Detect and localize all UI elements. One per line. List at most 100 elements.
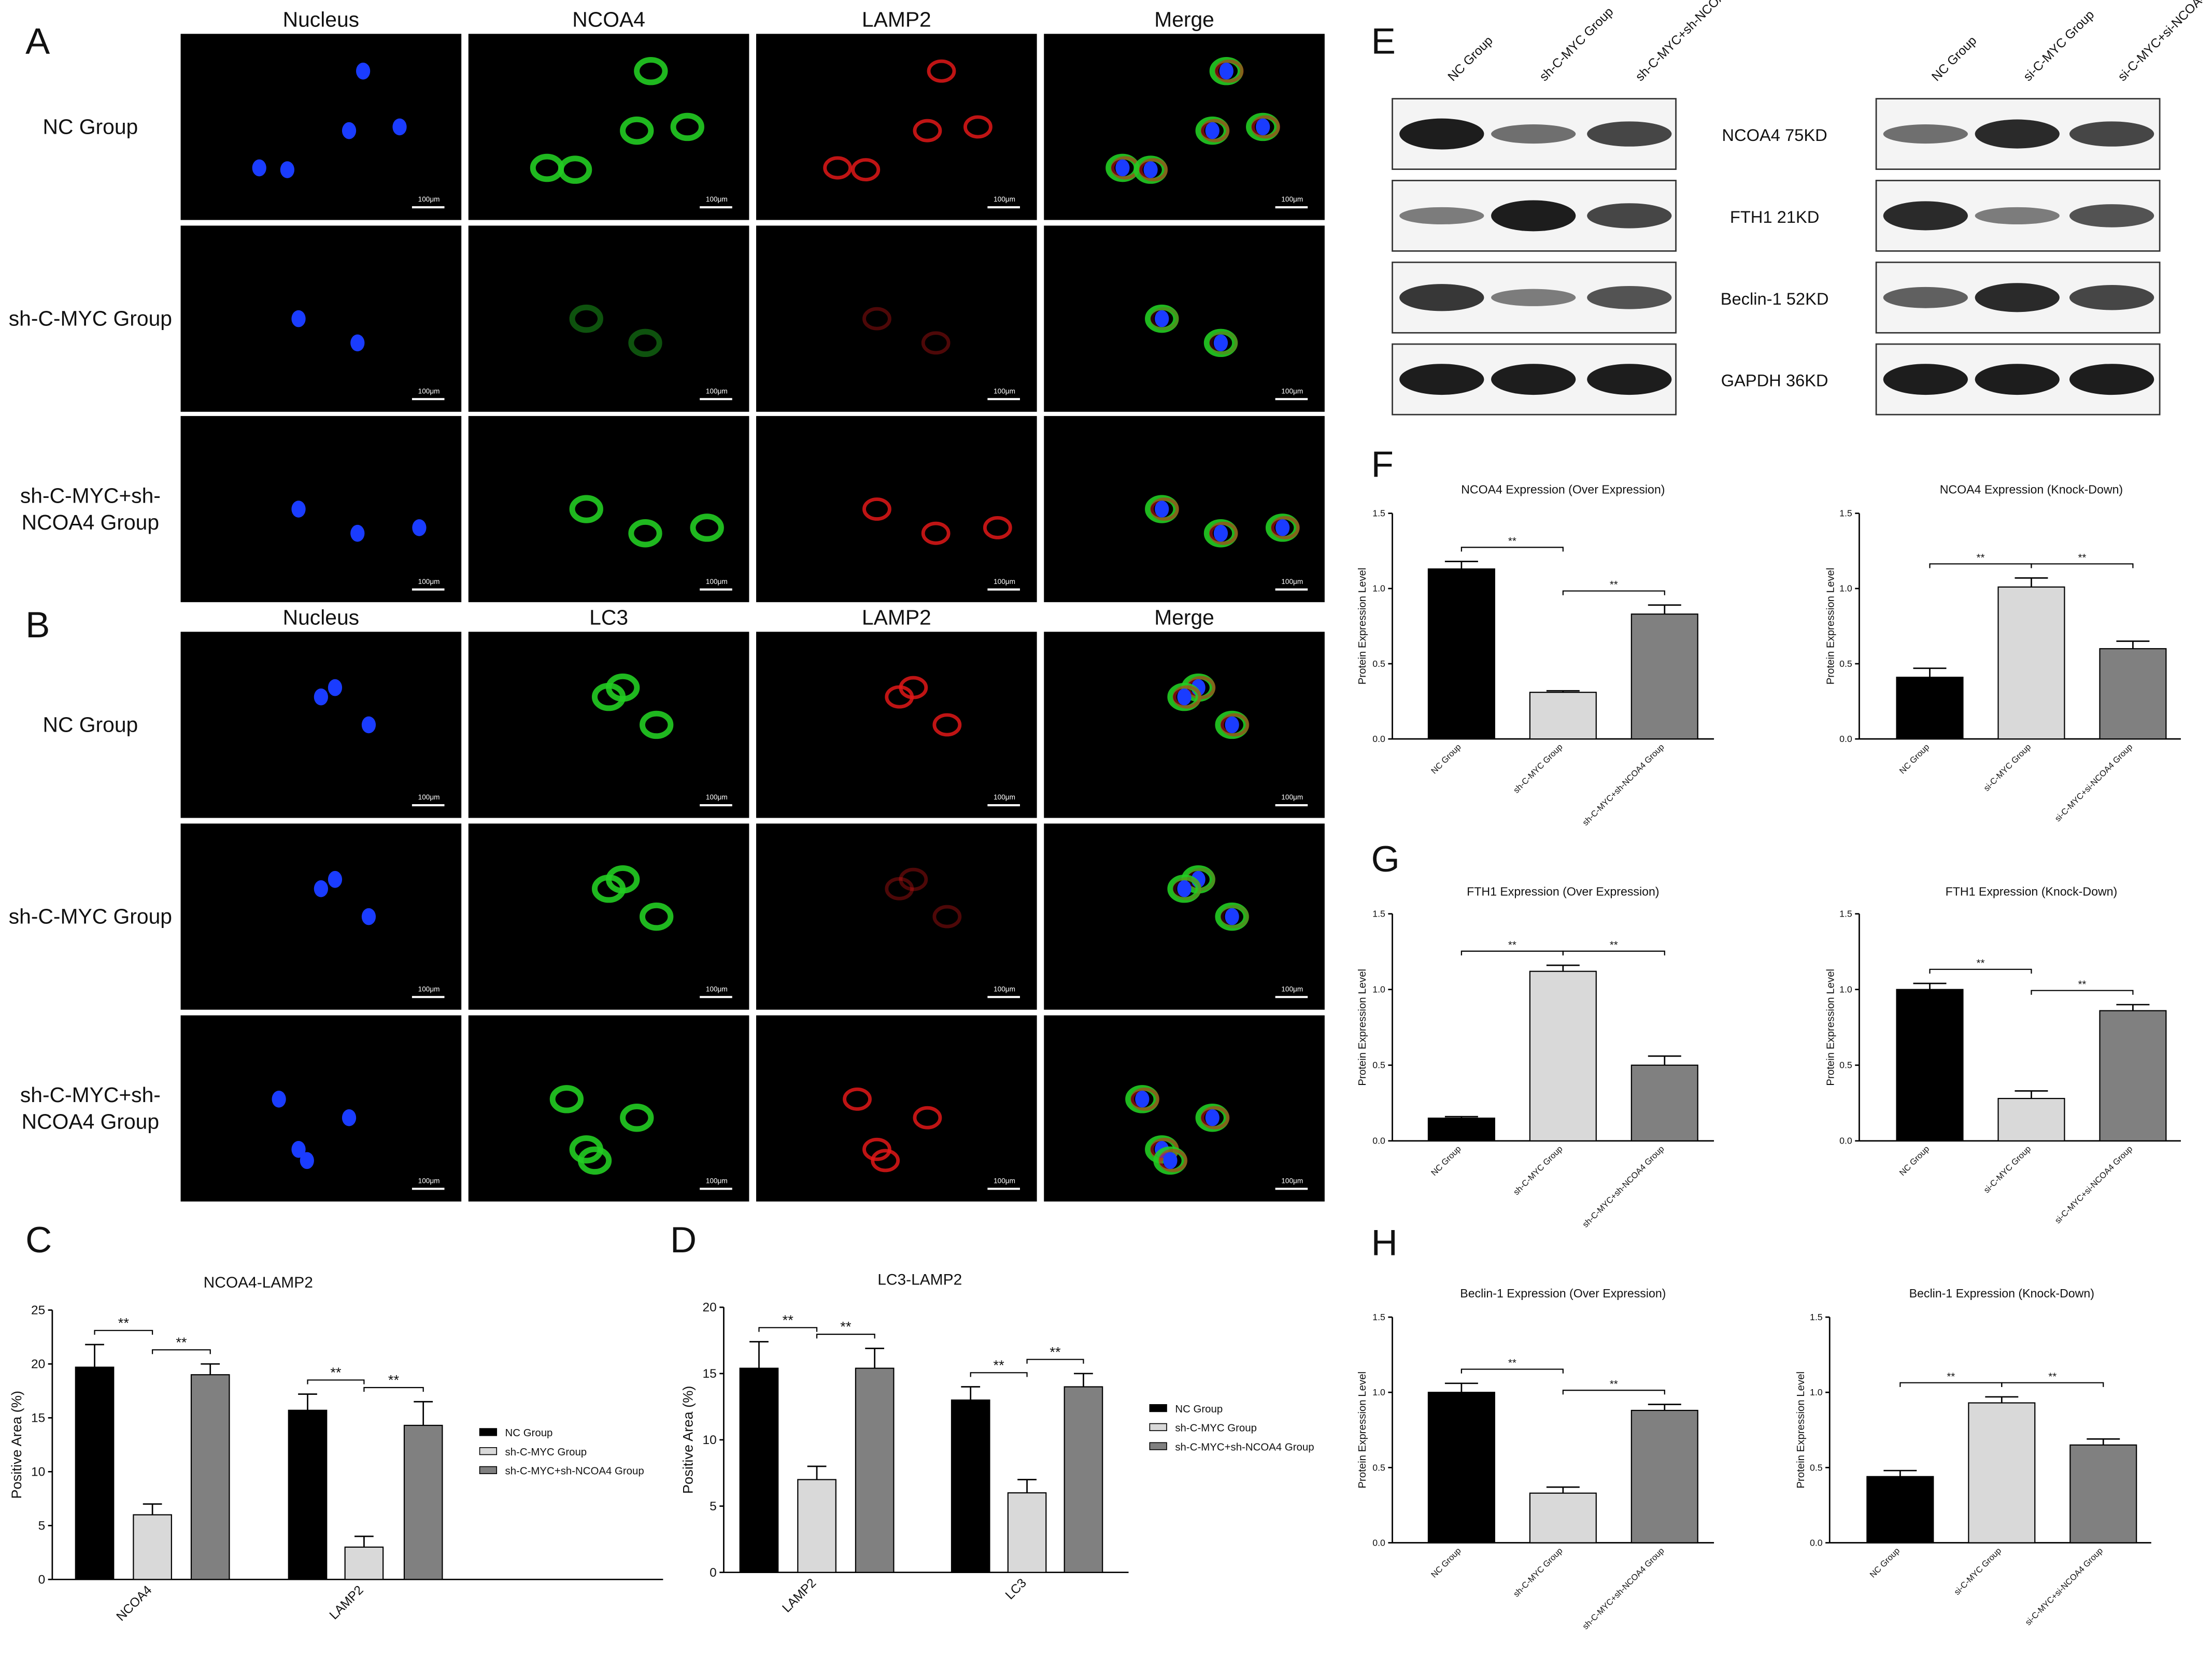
nucleus — [1225, 908, 1239, 925]
micrograph — [180, 632, 462, 818]
significance-label: ** — [1610, 939, 1618, 951]
micrograph — [756, 823, 1037, 1010]
y-tick-label: 5 — [710, 1499, 717, 1513]
error-bar — [85, 1344, 104, 1367]
y-tick-label: 1.5 — [1810, 1312, 1823, 1322]
error-bar — [1546, 1486, 1580, 1493]
y-tick-label: 0.0 — [1839, 1136, 1852, 1146]
y-axis-label: Positive Area (%) — [8, 1391, 24, 1499]
error-bar — [298, 1393, 317, 1410]
scale-bar-label: 100μm — [418, 793, 440, 801]
y-tick-label: 1.5 — [1839, 909, 1852, 919]
error-bar — [1985, 1396, 2019, 1403]
x-tick-label: NC Group — [1429, 742, 1463, 776]
blot-band — [1399, 207, 1484, 225]
column-header: Nucleus — [283, 8, 359, 32]
nucleus — [314, 688, 328, 706]
blot-band — [1883, 201, 1968, 231]
significance-bracket — [94, 1330, 153, 1335]
significance-label: ** — [2048, 1371, 2057, 1382]
scale-bar-label: 100μm — [1281, 387, 1303, 395]
chart-title: NCOA4 Expression (Over Expression) — [1461, 483, 1665, 496]
nucleus — [291, 310, 306, 327]
scale-bar-label: 100μm — [1281, 578, 1303, 585]
cell-red — [1220, 905, 1250, 929]
micrograph — [1044, 225, 1325, 412]
nucleus — [342, 1109, 357, 1126]
nucleus — [1155, 310, 1169, 327]
blot-band — [1587, 364, 1672, 395]
nucleus — [350, 524, 365, 542]
micrograph — [180, 225, 462, 412]
error-bar — [1883, 1469, 1917, 1477]
nucleus — [1275, 519, 1290, 536]
cell-red — [843, 1087, 872, 1111]
bar — [855, 1367, 895, 1573]
lane-label: NC Group — [1929, 34, 1979, 84]
cell-red — [927, 59, 956, 83]
bar — [1427, 1117, 1495, 1141]
significance-label: ** — [1947, 1371, 1955, 1382]
significance-label: ** — [1050, 1344, 1061, 1360]
chart-title: NCOA4 Expression (Knock-Down) — [1940, 483, 2123, 496]
cell-green — [577, 1146, 612, 1175]
significance-label: ** — [2078, 552, 2086, 564]
x-tick-label: LC3 — [1003, 1576, 1029, 1603]
scale-bar-label: 100μm — [418, 985, 440, 993]
cell-green — [1203, 328, 1238, 358]
row-label: NCOA4 Group — [22, 510, 159, 534]
significance-label: ** — [176, 1334, 187, 1350]
y-tick-label: 1.0 — [1372, 583, 1385, 594]
error-bar — [865, 1347, 885, 1368]
bar — [1427, 568, 1495, 740]
chart-title: LC3-LAMP2 — [877, 1271, 962, 1288]
significance-bracket — [363, 1387, 424, 1392]
bar — [797, 1479, 836, 1573]
error-bar — [143, 1503, 162, 1515]
micrograph — [468, 823, 749, 1010]
nucleus — [342, 122, 357, 139]
blot-band — [1587, 285, 1672, 309]
error-bar — [2015, 1090, 2048, 1099]
cell-green — [558, 155, 592, 184]
bar — [190, 1374, 230, 1580]
panel-label: B — [25, 604, 50, 645]
y-tick-label: 1.0 — [1839, 583, 1852, 594]
cell-red — [1172, 685, 1202, 709]
cell-red — [862, 1137, 891, 1161]
x-tick-label: si-C-MYC+si-NCOA4 Group — [2023, 1546, 2105, 1627]
significance-bracket — [1562, 1390, 1665, 1395]
blot-band — [1883, 287, 1968, 308]
error-bar — [355, 1535, 374, 1547]
bar — [1529, 1492, 1597, 1544]
significance-label: ** — [1977, 552, 1985, 564]
y-tick-label: 25 — [31, 1304, 45, 1318]
cell-green — [640, 710, 674, 739]
cell-red — [1214, 59, 1244, 83]
blot-band — [2069, 364, 2154, 395]
nucleus — [392, 118, 407, 136]
nucleus — [300, 1152, 314, 1169]
x-tick-label: NC Group — [1429, 1546, 1463, 1580]
cell-red — [963, 115, 992, 139]
cell-red — [983, 516, 1012, 539]
significance-bracket — [1461, 547, 1564, 552]
bar — [1896, 677, 1964, 740]
blot-band — [1883, 364, 1968, 395]
significance-label: ** — [1508, 536, 1516, 547]
scale-bar-label: 100μm — [706, 1177, 728, 1185]
nucleus — [328, 679, 343, 696]
nucleus — [314, 880, 328, 897]
cell-red — [921, 331, 951, 355]
cell-green — [670, 112, 704, 141]
micrograph — [468, 416, 749, 603]
y-tick-label: 0.0 — [1372, 1537, 1385, 1548]
cell-red — [1220, 713, 1250, 737]
error-bar — [807, 1465, 827, 1480]
cell-green — [620, 116, 654, 145]
cell-green — [628, 519, 662, 548]
nucleus — [1177, 688, 1192, 706]
panel-label: C — [25, 1219, 52, 1260]
micrograph — [180, 34, 462, 220]
nucleus — [1213, 334, 1228, 352]
